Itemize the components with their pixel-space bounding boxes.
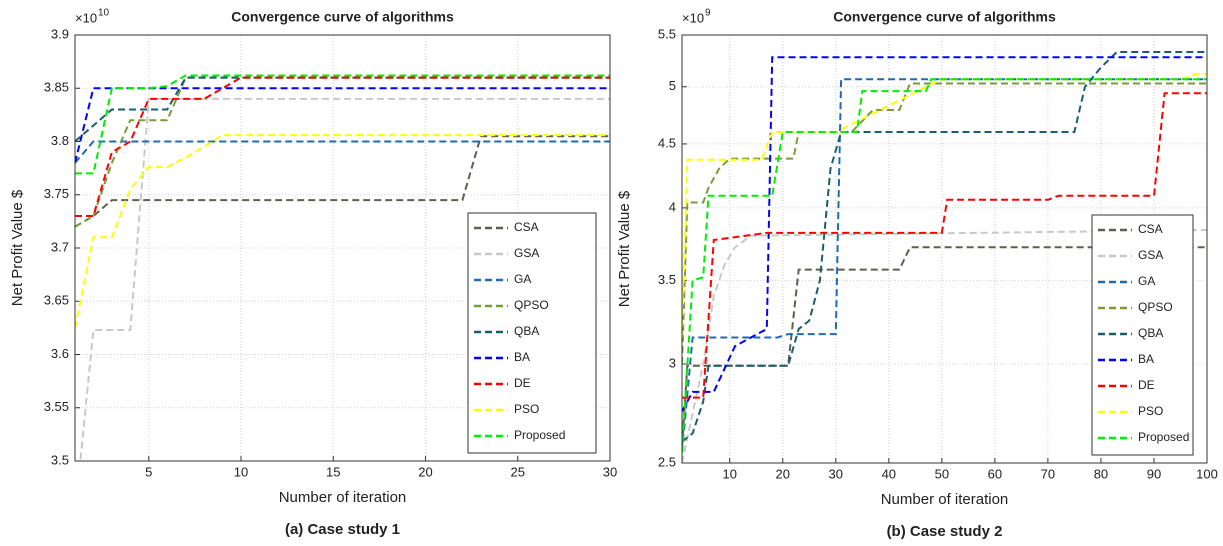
- y-tick-label: 5.5: [658, 26, 676, 41]
- caption: (a) Case study 1: [285, 521, 400, 538]
- series-line: [682, 229, 1207, 463]
- legend-label: QPSO: [1138, 300, 1173, 314]
- legend-label: QBA: [1138, 326, 1163, 340]
- y-tick-label: 3.9: [51, 26, 69, 41]
- series-line: [75, 74, 610, 175]
- series-line: [75, 140, 610, 164]
- x-tick-label: 10: [722, 466, 736, 481]
- y-tick-label: 3.6: [51, 346, 69, 361]
- legend-label: PSO: [514, 402, 539, 416]
- legend-label: DE: [1138, 378, 1155, 392]
- series-line: [682, 82, 1207, 365]
- legend-label: BA: [514, 350, 530, 364]
- legend-box: [1091, 214, 1194, 456]
- series-line: [682, 56, 1207, 412]
- y-tick-label: 3.8: [51, 133, 69, 148]
- series-line: [75, 134, 610, 329]
- x-axis-label: Number of iteration: [881, 491, 1009, 508]
- legend-label: GSA: [514, 246, 539, 260]
- y-tick-label: 3: [669, 355, 676, 370]
- series-line: [682, 92, 1207, 399]
- chart: 3.5 3.55 3.6 3.65 3.7 3.75 3.8 3.85 3.9 5 10 15 20 25…: [9, 8, 617, 538]
- y-tick-label: 4: [669, 199, 676, 214]
- legend-label: DE: [514, 376, 531, 390]
- legend-label: CSA: [1138, 222, 1163, 236]
- y-tick-label: 3.5: [658, 272, 676, 287]
- legend-label: GA: [1138, 274, 1155, 288]
- legend-label: QBA: [514, 324, 539, 338]
- y-tick-label: 3.55: [44, 399, 69, 414]
- series-line: [682, 51, 1207, 443]
- series-line: [682, 78, 1207, 453]
- series-line: [79, 97, 610, 461]
- x-tick-label: 80: [1094, 466, 1108, 481]
- plot-frame: [681, 34, 1208, 464]
- y-tick-label: 3.7: [51, 239, 69, 254]
- x-tick-label: 30: [603, 464, 617, 479]
- x-axis-label: Number of iteration: [279, 489, 407, 506]
- x-tick-label: 25: [511, 464, 525, 479]
- series-group: [682, 51, 1207, 463]
- y-tick-label: 3.75: [44, 186, 69, 201]
- chart-title: Convergence curve of algorithms: [231, 9, 454, 25]
- legend-label: QPSO: [514, 298, 549, 312]
- y-axis-label: Net Profit Value $: [616, 190, 633, 307]
- legend-label: GSA: [1138, 248, 1163, 262]
- legend-label: PSO: [1138, 404, 1163, 418]
- series-group: [75, 74, 610, 461]
- x-tick-label: 30: [829, 466, 843, 481]
- x-tick-label: 100: [1196, 466, 1218, 481]
- series-line: [75, 87, 610, 164]
- x-tick-label: 5: [145, 464, 152, 479]
- x-tick-label: 40: [882, 466, 896, 481]
- y-tick-label: 3.65: [44, 293, 69, 308]
- x-tick-label: 70: [1041, 466, 1055, 481]
- y-multiplier-base: ×10: [75, 10, 97, 25]
- y-tick-label: 2.5: [658, 454, 676, 469]
- y-tick-label: 3.5: [51, 452, 69, 467]
- series-line: [682, 246, 1207, 449]
- x-tick-label: 90: [1147, 466, 1161, 481]
- caption: (b) Case study 2: [887, 523, 1003, 540]
- y-axis-label: Net Profit Value $: [9, 189, 26, 306]
- series-line: [75, 76, 610, 217]
- x-tick-label: 20: [776, 466, 790, 481]
- series-line: [682, 78, 1207, 453]
- y-tick-label: 5: [669, 78, 676, 93]
- legend-label: CSA: [514, 220, 539, 234]
- x-tick-label: 15: [326, 464, 340, 479]
- x-tick-label: 20: [418, 464, 432, 479]
- y-tick-label: 4.5: [658, 135, 676, 150]
- chart-title: Convergence curve of algorithms: [833, 9, 1056, 25]
- y-tick-label: 3.85: [44, 80, 69, 95]
- x-tick-label: 50: [935, 466, 949, 481]
- series-line: [75, 76, 610, 228]
- x-tick-label: 60: [988, 466, 1002, 481]
- legend-label: BA: [1138, 352, 1154, 366]
- legend-label: GA: [514, 272, 531, 286]
- y-multiplier-exponent: 10: [98, 8, 110, 19]
- y-multiplier-exponent: 9: [705, 8, 711, 19]
- chart: 2.5 3 3.5 4 4.5 5 5.5 10 20 30 40 50 60 70 80 90 100 CSA G…: [616, 8, 1218, 540]
- x-tick-label: 10: [234, 464, 248, 479]
- legend-label: Proposed: [1138, 430, 1189, 444]
- legend-label: Proposed: [514, 428, 565, 442]
- y-multiplier-base: ×10: [682, 10, 704, 25]
- plot-frame: [74, 34, 611, 462]
